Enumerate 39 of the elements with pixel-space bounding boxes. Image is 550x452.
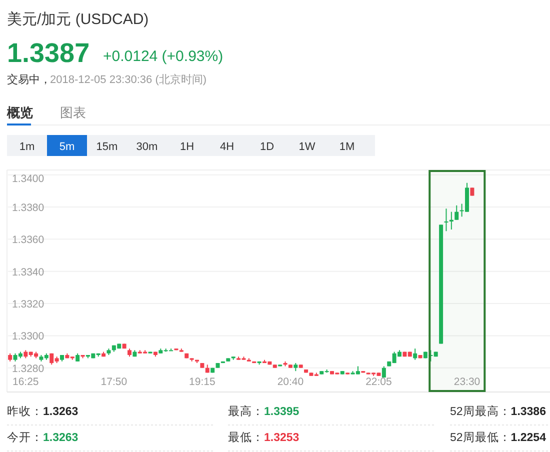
x-tick-label: 22:05 [366, 376, 392, 388]
x-tick-label: 16:25 [12, 376, 39, 388]
text: 1D [260, 141, 274, 153]
text: 1.3387 [7, 38, 90, 68]
text: 52周最低：1.2254 [450, 431, 547, 444]
text: 最低：1.3253 [228, 431, 300, 444]
x-tick-label: 20:40 [277, 376, 304, 388]
x-tick-label: 17:50 [100, 376, 128, 388]
candlestick [454, 204, 459, 220]
candlestick [444, 208, 448, 232]
text: +0.0124 (+0.93%) [103, 48, 224, 65]
text: 最高：1.3395 [228, 404, 300, 418]
y-tick-label: 1.3280 [12, 362, 44, 375]
text: 1W [298, 141, 316, 153]
text: 概览 [6, 105, 33, 120]
text: 1M [339, 141, 355, 153]
text: 52周最高：1.3386 [450, 404, 546, 418]
x-tick-label: 23:30 [454, 376, 480, 388]
text: 1m [19, 141, 35, 153]
y-tick-label: 1.3320 [12, 298, 44, 311]
text: 今开：1.3263 [7, 431, 78, 444]
y-tick-label: 1.3340 [12, 266, 44, 278]
text: 2018-12-05 23:30:36 (北京时间) [50, 73, 207, 86]
candlestick [449, 211, 454, 230]
text: 15m [96, 141, 118, 153]
text: 1H [180, 141, 194, 153]
text: 交易中， [7, 73, 51, 86]
text: 30m [136, 141, 158, 153]
y-tick-label: 1.3360 [12, 234, 44, 246]
y-tick-label: 1.3300 [12, 330, 44, 343]
text: 4H [220, 141, 234, 153]
candlestick [413, 348, 418, 360]
chart-title: 美元/加元 (USDCAD) [7, 11, 149, 28]
text: 图表 [60, 105, 86, 120]
text: 昨收：1.3263 [7, 405, 78, 418]
x-tick-label: 19:15 [189, 376, 216, 388]
y-tick-label: 1.3400 [12, 173, 44, 185]
text: 5m [59, 141, 75, 153]
y-tick-label: 1.3380 [12, 202, 44, 214]
